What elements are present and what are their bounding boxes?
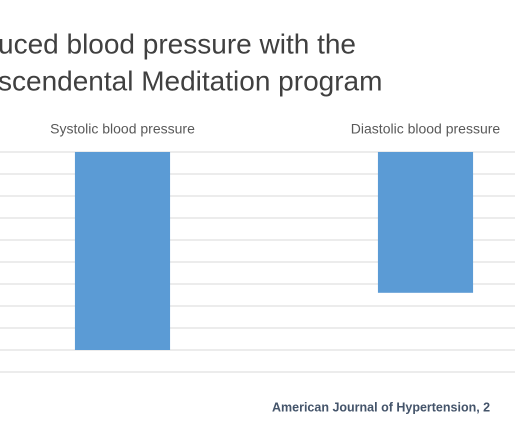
bar xyxy=(74,152,171,350)
chart-title: scendental Meditation program xyxy=(0,65,382,96)
source-note: American Journal of Hypertension, 2 xyxy=(272,400,490,414)
chart-title: uced blood pressure with the xyxy=(0,28,356,59)
bar xyxy=(377,152,474,293)
x-tick-label: Diastolic blood pressure xyxy=(351,121,501,137)
x-tick-label: Systolic blood pressure xyxy=(50,121,195,137)
